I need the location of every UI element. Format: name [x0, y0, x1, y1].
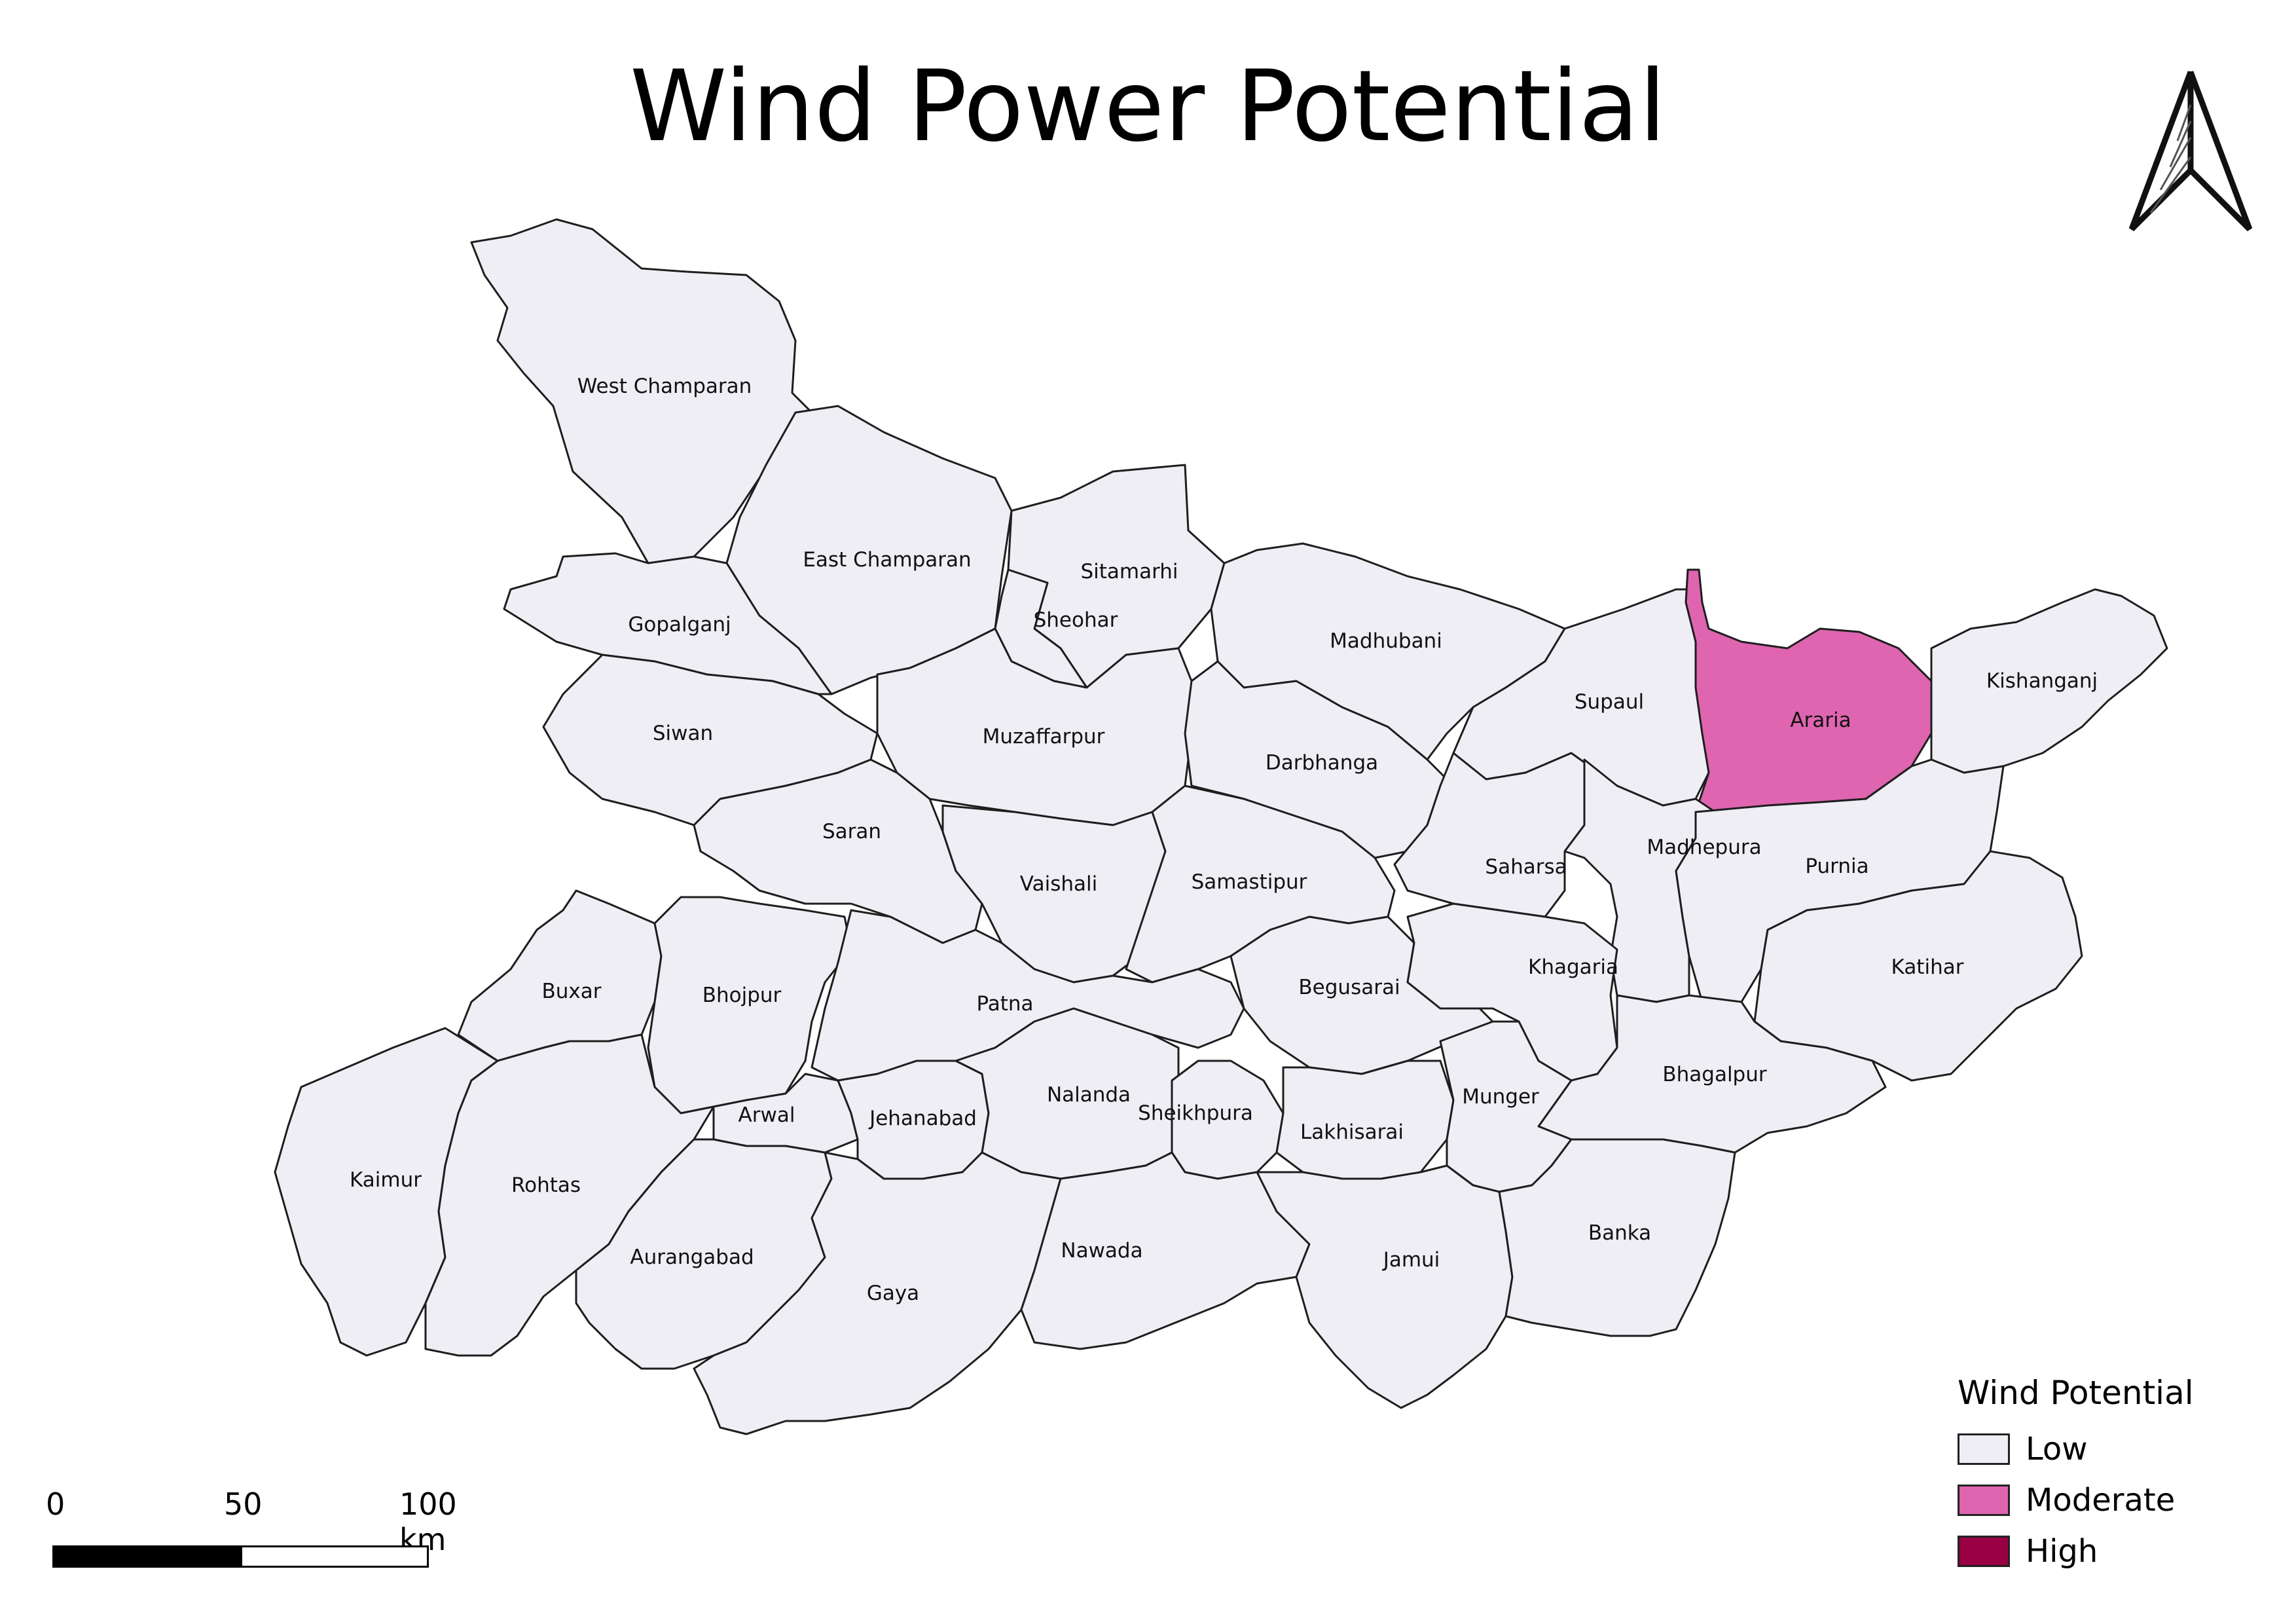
legend-item-high: High: [1958, 1526, 2259, 1577]
scale-bar: 0 50 100 km: [46, 1486, 457, 1578]
label-sitamarhi: Sitamarhi: [1080, 560, 1178, 583]
label-sheohar: Sheohar: [1034, 608, 1118, 632]
label-madhubani: Madhubani: [1330, 629, 1442, 653]
legend-label-moderate: Moderate: [2026, 1482, 2176, 1519]
label-west-champaran: West Champaran: [577, 375, 752, 398]
label-sheikhpura: Sheikhpura: [1138, 1101, 1253, 1125]
label-munger: Munger: [1462, 1085, 1539, 1109]
district-gaya: [693, 1151, 1062, 1435]
legend-title: Wind Potential: [1958, 1374, 2194, 1412]
district-kishanganj: [1930, 588, 2168, 774]
label-gopalganj: Gopalganj: [628, 613, 731, 637]
legend-item-low: Low: [1958, 1424, 2259, 1475]
district-lakhisarai: [1275, 1060, 1455, 1180]
label-bhojpur: Bhojpur: [702, 984, 782, 1007]
district-sheikhpura: [1171, 1060, 1285, 1180]
label-patna: Patna: [976, 992, 1033, 1016]
label-katihar: Katihar: [1891, 955, 1964, 979]
district-nawada: [1020, 1151, 1311, 1350]
label-lakhisarai: Lakhisarai: [1300, 1120, 1404, 1144]
label-siwan: Siwan: [653, 722, 713, 745]
legend-label-high: High: [2026, 1533, 2098, 1570]
label-nawada: Nawada: [1061, 1239, 1142, 1263]
label-begusarai: Begusarai: [1298, 976, 1400, 999]
scale-segment-black: [52, 1545, 242, 1568]
label-kaimur: Kaimur: [350, 1168, 422, 1192]
district-vaishali: [941, 804, 1167, 984]
label-jamui: Jamui: [1382, 1248, 1440, 1272]
north-arrow-icon: [2128, 71, 2253, 232]
label-saharsa: Saharsa: [1485, 855, 1567, 879]
scale-label-50: 50: [224, 1486, 263, 1522]
label-jehanabad: Jehanabad: [868, 1107, 977, 1130]
label-gaya: Gaya: [867, 1282, 919, 1305]
label-aurangabad: Aurangabad: [630, 1246, 754, 1269]
label-east-champaran: East Champaran: [803, 548, 971, 572]
map-title: Wind Power Potential: [630, 50, 1666, 164]
label-rohtas: Rohtas: [511, 1173, 581, 1197]
label-vaishali: Vaishali: [1020, 872, 1097, 896]
label-saran: Saran: [822, 820, 881, 843]
district-buxar: [457, 889, 663, 1062]
district-jamui: [1256, 1164, 1514, 1409]
legend-label-low: Low: [2026, 1431, 2088, 1467]
legend-swatch-moderate: [1958, 1485, 2010, 1516]
label-araria: Araria: [1790, 709, 1851, 732]
district-saharsa: [1393, 752, 1618, 918]
label-muzaffarpur: Muzaffarpur: [983, 725, 1105, 748]
label-supaul: Supaul: [1575, 690, 1644, 714]
label-nalanda: Nalanda: [1047, 1083, 1131, 1107]
district-banka: [1498, 1138, 1736, 1337]
label-banka: Banka: [1588, 1221, 1651, 1245]
legend-item-moderate: Moderate: [1958, 1475, 2259, 1526]
label-arwal: Arwal: [738, 1103, 795, 1127]
scale-segment-white: [240, 1545, 429, 1568]
legend-swatch-high: [1958, 1536, 2010, 1567]
label-khagaria: Khagaria: [1528, 955, 1618, 979]
label-darbhanga: Darbhanga: [1266, 751, 1378, 775]
district-araria: [1685, 568, 1933, 813]
label-bhagalpur: Bhagalpur: [1662, 1063, 1767, 1086]
district-bhojpur: [647, 896, 852, 1115]
label-buxar: Buxar: [541, 980, 601, 1003]
legend-swatch-low: [1958, 1433, 2010, 1465]
label-madhepura: Madhepura: [1647, 836, 1761, 859]
label-samastipur: Samastipur: [1192, 870, 1307, 894]
scale-label-0: 0: [46, 1486, 65, 1522]
label-kishanganj: Kishanganj: [1986, 669, 2098, 693]
label-purnia: Purnia: [1805, 855, 1868, 878]
legend: Wind Potential Low Moderate High: [1958, 1374, 2259, 1577]
